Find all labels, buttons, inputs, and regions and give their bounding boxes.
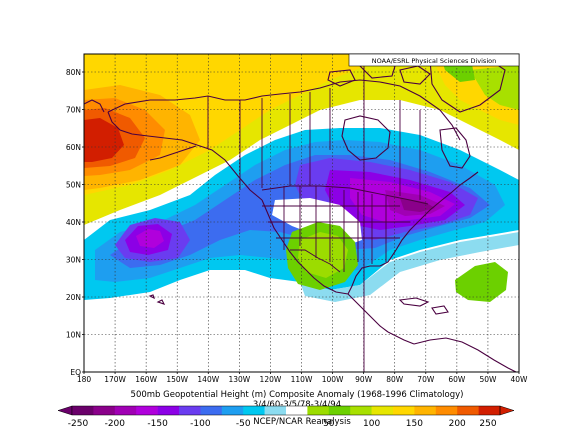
colorbar-tick-label: -150 bbox=[147, 419, 168, 429]
latitude-label: 40N bbox=[66, 218, 81, 227]
colorbar-swatch bbox=[286, 406, 308, 415]
longitude-label: 60W bbox=[448, 375, 466, 384]
colorbar-tick-labels: -250 -200 -150 -100 -50 50 100 150 200 250 bbox=[68, 419, 497, 429]
colorbar bbox=[57, 405, 515, 416]
colorbar-tick-label: -200 bbox=[105, 419, 126, 429]
longitude-label: 140W bbox=[197, 375, 219, 384]
longitude-label: 130W bbox=[228, 375, 250, 384]
latitude-label: 80N bbox=[66, 68, 81, 77]
colorbar-tick-label: 50 bbox=[323, 419, 335, 429]
colorbar-swatch bbox=[457, 406, 479, 415]
longitude-label: 170W bbox=[104, 375, 126, 384]
coastline bbox=[341, 115, 391, 161]
latitude-label: 30N bbox=[66, 256, 81, 265]
longitude-label: 90W bbox=[355, 375, 373, 384]
coastline bbox=[439, 127, 471, 169]
colorbar-swatch bbox=[414, 406, 437, 415]
colorbar-swatch bbox=[350, 406, 372, 415]
coastline bbox=[431, 305, 449, 315]
longitude-label: 50W bbox=[479, 375, 497, 384]
colorbar-swatch bbox=[307, 406, 330, 415]
latitude-labels: 80N 70N 60N 50N 40N 30N 20N 10N EQ bbox=[66, 68, 84, 377]
coastline bbox=[107, 111, 263, 201]
latitude-label: 10N bbox=[66, 331, 81, 340]
latitude-label: 20N bbox=[66, 293, 81, 302]
credit-box bbox=[348, 53, 520, 67]
positive-anomaly-mexico-inner bbox=[298, 232, 348, 278]
colorbar-swatch bbox=[393, 406, 415, 415]
longitude-label: 180 bbox=[77, 375, 92, 384]
latitude-label: 60N bbox=[66, 143, 81, 152]
longitude-label: 150W bbox=[166, 375, 188, 384]
negative-anomaly-atlantic bbox=[300, 232, 519, 302]
colorbar-swatch bbox=[221, 406, 244, 415]
colorbar-tick-label: 150 bbox=[406, 419, 423, 429]
colorbar-swatch bbox=[136, 406, 158, 415]
longitude-label: 120W bbox=[260, 375, 282, 384]
colorbar-tick-label: -100 bbox=[190, 419, 211, 429]
coastline bbox=[387, 331, 415, 345]
colorbar-tick-label: 250 bbox=[479, 419, 496, 429]
longitude-label: 80W bbox=[386, 375, 404, 384]
colorbar-swatch bbox=[478, 406, 501, 415]
negative-anomaly-pacific-low3 bbox=[136, 229, 164, 248]
colorbar-swatch bbox=[157, 406, 180, 415]
coastline bbox=[398, 297, 430, 307]
negative-anomaly-east-core5 bbox=[400, 198, 435, 212]
coastline bbox=[156, 299, 166, 305]
colorbar-frame bbox=[71, 405, 501, 416]
longitude-labels: 180 170W 160W 150W 140W 130W 120W 110W 100W 90W 80… bbox=[77, 372, 528, 384]
coastline bbox=[413, 337, 517, 372]
colorbar-swatch bbox=[114, 406, 137, 415]
longitude-label: 160W bbox=[135, 375, 157, 384]
longitude-label: 40W bbox=[511, 375, 529, 384]
plot-title: 500mb Geopotential Height (m) Composite … bbox=[131, 390, 464, 400]
source-caption: NCEP/NCAR Reanalysis bbox=[253, 417, 351, 427]
continent-outlines bbox=[84, 57, 517, 372]
coastline bbox=[148, 294, 155, 300]
colorbar-swatch bbox=[72, 406, 94, 415]
colorbar-swatch bbox=[200, 406, 223, 415]
longitude-label: 70W bbox=[417, 375, 435, 384]
colorbar-swatch bbox=[243, 406, 265, 415]
positive-anomaly-alaska-core4 bbox=[84, 118, 124, 162]
latitude-label: 50N bbox=[66, 181, 81, 190]
colorbar-swatch bbox=[435, 406, 458, 415]
coastline bbox=[327, 69, 356, 87]
colorbar-left-arrow bbox=[57, 405, 73, 416]
coastline bbox=[261, 199, 349, 295]
coastline bbox=[84, 99, 105, 113]
positive-anomaly-greenland-inner bbox=[470, 65, 519, 110]
coastline bbox=[347, 249, 397, 295]
longitude-label: 110W bbox=[291, 375, 313, 384]
colorbar-tick-label: 100 bbox=[363, 419, 380, 429]
colorbar-swatch bbox=[93, 406, 116, 415]
coastline bbox=[347, 293, 389, 333]
colorbar-tick-label: 200 bbox=[449, 419, 466, 429]
latitude-label: EQ bbox=[70, 368, 81, 377]
plot-dates: 3/4/60-3/5/78-3/4/94 bbox=[253, 400, 341, 410]
colorbar-swatch bbox=[264, 406, 287, 415]
political-borders bbox=[207, 54, 429, 372]
latitude-label: 70N bbox=[66, 106, 81, 115]
coastline bbox=[399, 65, 431, 85]
colorbar-right-arrow bbox=[499, 405, 515, 416]
border-line bbox=[261, 185, 429, 205]
longitude-label: 100W bbox=[322, 375, 344, 384]
colorbar-tick-label: -250 bbox=[68, 419, 89, 429]
coastline bbox=[107, 79, 461, 141]
credit-text: NOAA/ESRL Physical Sciences Division bbox=[372, 57, 496, 65]
coastline bbox=[149, 145, 197, 161]
positive-anomaly-atlantic-cell bbox=[455, 262, 508, 302]
border-line bbox=[290, 249, 341, 273]
colorbar-swatch bbox=[179, 406, 201, 415]
colorbar-swatch bbox=[371, 406, 394, 415]
colorbar-tick-label: -50 bbox=[236, 419, 251, 429]
colorbar-swatch bbox=[328, 406, 351, 415]
coastline bbox=[395, 171, 479, 251]
